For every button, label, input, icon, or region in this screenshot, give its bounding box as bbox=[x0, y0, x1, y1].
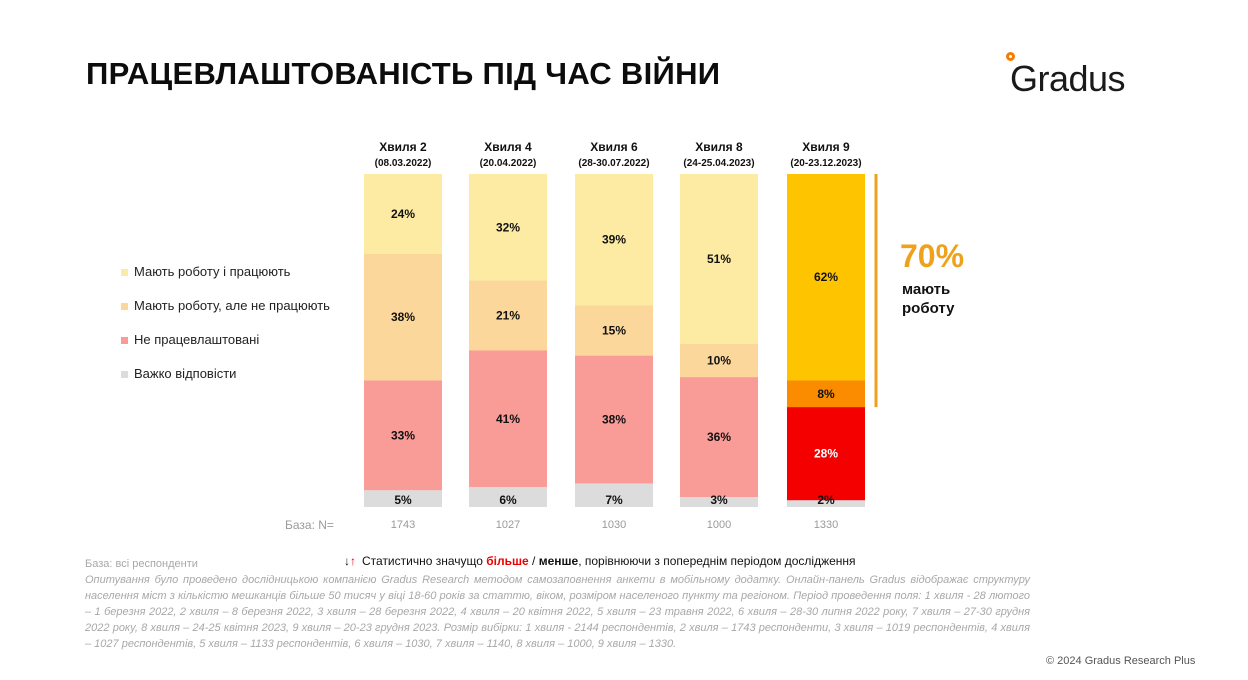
base-value: 1030 bbox=[602, 519, 626, 531]
data-label: 7% bbox=[605, 493, 623, 507]
data-label: 62% bbox=[814, 270, 838, 284]
stacked-bar-chart: 24% 38% 33% 5% Хвиля 2 (08.03.2022) 1743 32% 21%… bbox=[364, 140, 878, 531]
data-label: 41% bbox=[496, 412, 520, 426]
sig-more: більше bbox=[486, 554, 529, 568]
bar-segment bbox=[787, 407, 865, 501]
category-date: (20-23.12.2023) bbox=[790, 158, 861, 169]
data-label: 36% bbox=[707, 430, 731, 444]
significance-arrows-icon: ↓↑ bbox=[344, 554, 356, 568]
data-label: 2% bbox=[817, 493, 835, 507]
logo-text: Gradus bbox=[1010, 58, 1126, 99]
page-title: ПРАЦЕВЛАШТОВАНІСТЬ ПІД ЧАС ВІЙНИ bbox=[86, 56, 721, 91]
data-label: 10% bbox=[707, 353, 731, 367]
bar-segment bbox=[575, 483, 653, 507]
legend-label: Мають роботу і працюють bbox=[134, 264, 291, 279]
data-label: 21% bbox=[496, 309, 520, 323]
sig-prefix: Статистично значущо bbox=[362, 554, 487, 568]
employed-total-value: 70% bbox=[900, 238, 965, 274]
bar-segment bbox=[575, 174, 653, 306]
bar-segment bbox=[787, 174, 865, 381]
data-label: 8% bbox=[817, 387, 835, 401]
footnote-base: База: всі респонденти bbox=[85, 558, 198, 570]
bar-segment bbox=[364, 380, 442, 491]
legend-swatch bbox=[121, 337, 128, 344]
data-label: 51% bbox=[707, 252, 731, 266]
data-label: 3% bbox=[710, 493, 728, 507]
data-label: 33% bbox=[391, 428, 415, 442]
legend-label: Важко відповісти bbox=[134, 366, 237, 381]
legend-label: Мають роботу, але не працюють bbox=[134, 298, 330, 313]
methodology-footnote: База: всі респонденти Опитування було пр… bbox=[85, 556, 1030, 652]
category-label: Хвиля 4 bbox=[484, 140, 532, 154]
bar-segment bbox=[787, 500, 865, 507]
base-value: 1743 bbox=[391, 519, 415, 531]
bar-segment bbox=[469, 350, 547, 488]
bar-segment bbox=[469, 174, 547, 281]
base-label: База: N= bbox=[285, 518, 334, 532]
data-label: 6% bbox=[499, 493, 517, 507]
bar-segment bbox=[680, 377, 758, 498]
significance-note: ↓↑ Статистично значущо більше / менше, по… bbox=[344, 554, 856, 568]
bar-segment bbox=[469, 280, 547, 351]
bar-segment bbox=[364, 253, 442, 381]
bar-segment bbox=[364, 490, 442, 507]
data-label: 5% bbox=[394, 493, 412, 507]
data-label: 38% bbox=[602, 413, 626, 427]
data-label: 24% bbox=[391, 207, 415, 221]
bar-segment bbox=[469, 487, 547, 507]
base-value: 1027 bbox=[496, 519, 520, 531]
data-label: 15% bbox=[602, 323, 626, 337]
category-label: Хвиля 6 bbox=[590, 140, 638, 154]
bar-segment bbox=[680, 343, 758, 378]
copyright: © 2024 Gradus Research Plus bbox=[1046, 655, 1196, 667]
data-label: 28% bbox=[814, 447, 838, 461]
bar-segment bbox=[787, 380, 865, 408]
sig-suffix: , порівнюючи з попереднім періодом дослі… bbox=[578, 554, 856, 568]
bar-segment bbox=[680, 497, 758, 507]
category-label: Хвиля 8 bbox=[695, 140, 743, 154]
employed-total-label: мають роботу bbox=[902, 281, 955, 317]
category-label: Хвиля 2 bbox=[379, 140, 427, 154]
base-value: 1330 bbox=[814, 519, 838, 531]
logo-dot-icon bbox=[1006, 52, 1015, 61]
bar-segment bbox=[680, 174, 758, 344]
category-date: (08.03.2022) bbox=[375, 158, 432, 169]
base-value: 1000 bbox=[707, 519, 731, 531]
category-date: (20.04.2022) bbox=[480, 158, 537, 169]
category-date: (24-25.04.2023) bbox=[683, 158, 754, 169]
legend-swatch bbox=[121, 269, 128, 276]
bar-segment bbox=[575, 355, 653, 484]
bar-segment bbox=[575, 305, 653, 356]
data-label: 38% bbox=[391, 310, 415, 324]
legend-label: Не працевлаштовані bbox=[134, 332, 260, 347]
category-date: (28-30.07.2022) bbox=[578, 158, 649, 169]
data-label: 32% bbox=[496, 220, 520, 234]
gradus-logo: Gradus bbox=[1006, 52, 1126, 100]
sig-less: менше bbox=[538, 554, 579, 568]
category-label: Хвиля 9 bbox=[802, 140, 850, 154]
bar-segment bbox=[364, 174, 442, 254]
legend-swatch bbox=[121, 303, 128, 310]
sig-sep: / bbox=[528, 554, 539, 568]
legend-swatch bbox=[121, 371, 128, 378]
data-label: 39% bbox=[602, 233, 626, 247]
footnote-text: Опитування було проведено дослідницькою … bbox=[85, 574, 1030, 650]
